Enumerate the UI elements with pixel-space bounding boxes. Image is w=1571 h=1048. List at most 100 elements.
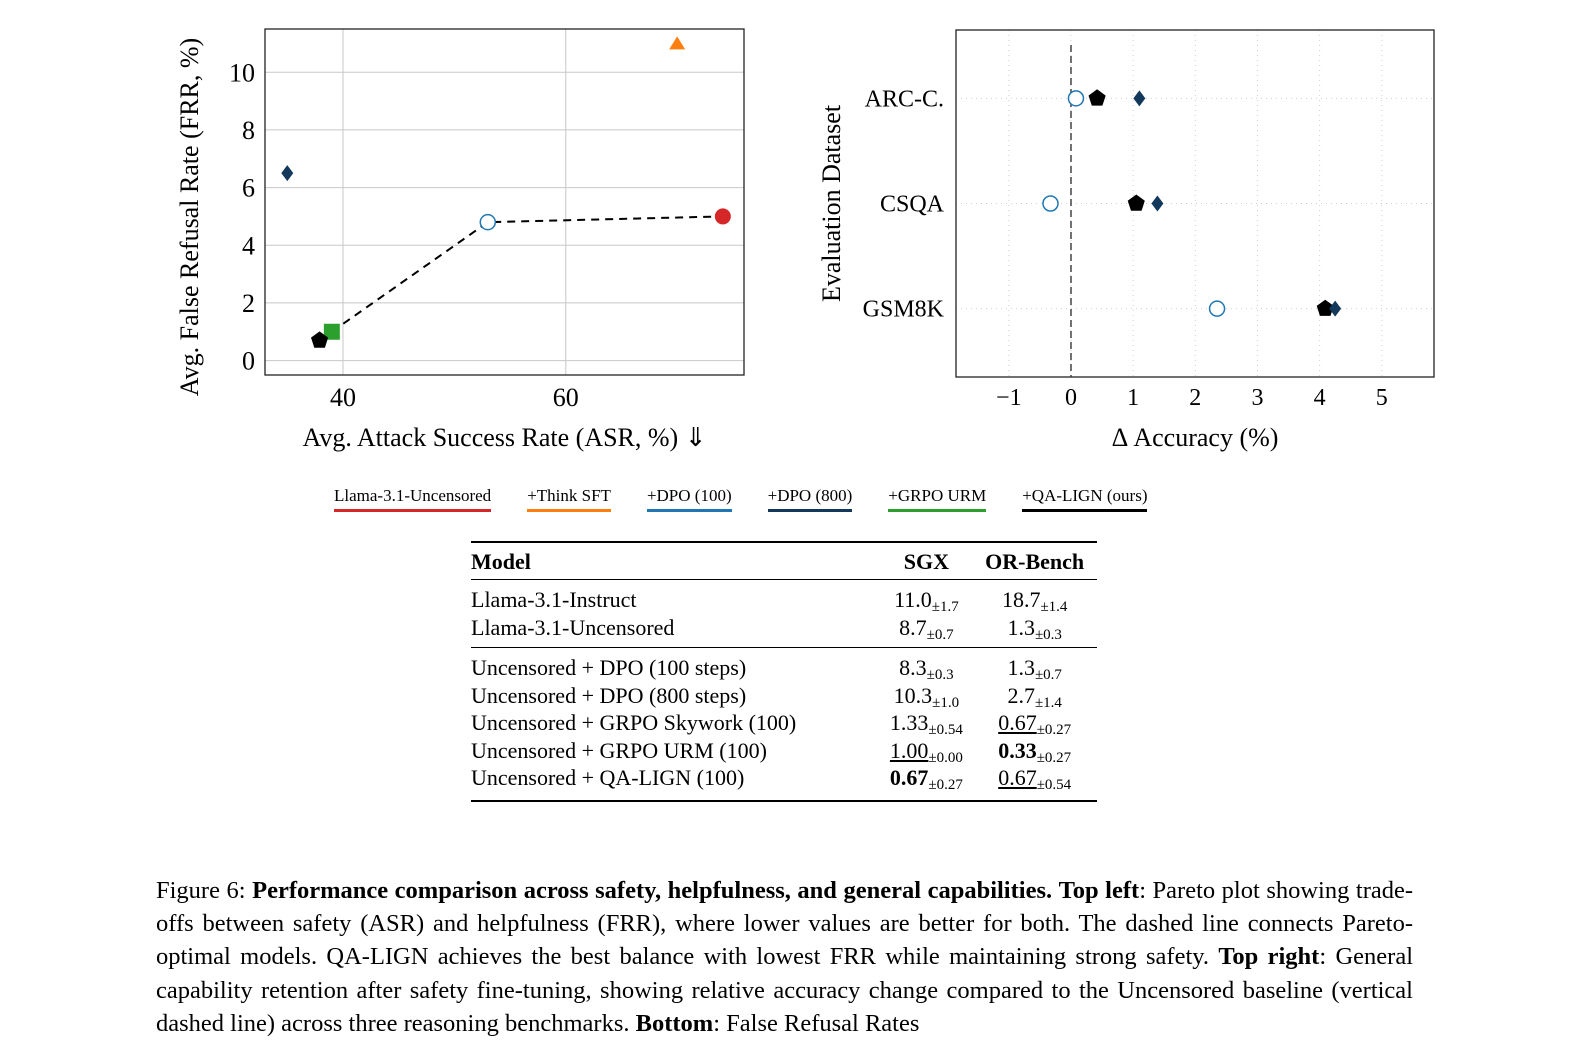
y-tick-label: CSQA — [880, 192, 945, 218]
std: ±0.27 — [1036, 749, 1072, 766]
data-point — [1042, 195, 1059, 212]
cell-sgx: 0.67±0.27 — [880, 764, 973, 802]
legend-item-qa-lign: +QA-LIGN (ours) — [1022, 486, 1148, 512]
x-axis-label: Avg. Attack Success Rate (ASR, %) ⇓ — [302, 423, 706, 452]
caption-title: Performance comparison across safety, he… — [252, 877, 1053, 904]
std: ±0.3 — [926, 667, 954, 683]
header-or-bench: OR-Bench — [972, 541, 1097, 580]
data-point — [1133, 90, 1146, 107]
cell-model: Uncensored + QA-LIGN (100) — [471, 764, 881, 802]
x-tick-label: 60 — [553, 383, 579, 412]
x-tick-label: 40 — [330, 383, 356, 412]
caption-heading: Top left — [1058, 877, 1140, 904]
plot-frame — [264, 28, 745, 376]
table-row: Uncensored + DPO (100 steps) 8.3±0.3 1.3… — [471, 647, 1097, 683]
value: 0.67 — [889, 765, 929, 790]
model-text: LIGN — [638, 765, 692, 790]
std: ±0.27 — [1036, 722, 1072, 738]
legend-text: LIGN — [1062, 486, 1103, 505]
figure-caption: Figure 6: Performance comparison across … — [156, 874, 1413, 1040]
cell-or-bench: 18.7±1.4 — [972, 580, 1097, 615]
y-tick-label: 0 — [242, 347, 255, 376]
x-tick-label: 2 — [1189, 385, 1201, 411]
cell-sgx: 1.00±0.00 — [880, 737, 972, 766]
plot-frame — [955, 29, 1435, 378]
std: ±0.7 — [1034, 667, 1062, 683]
cell-or-bench: 0.67±0.54 — [972, 764, 1097, 802]
data-point — [1329, 300, 1342, 317]
caption-text: : General capability retention after saf… — [156, 943, 1413, 1037]
std: ±0.54 — [928, 722, 963, 738]
y-tick-label: 10 — [229, 58, 255, 87]
data-point — [311, 331, 329, 348]
caption-text: LIGN — [369, 943, 429, 971]
std: ±0.00 — [928, 749, 963, 766]
std: ±0.3 — [1034, 626, 1062, 643]
table-row: Uncensored + GRPO URM (100) 1.00±0.00 0.… — [471, 737, 1097, 766]
legend-item-dpo-100: +DPO (100) — [646, 486, 732, 512]
y-tick-label: ARC-C. — [865, 86, 944, 112]
std: ±1.4 — [1034, 694, 1062, 711]
value: 1.00 — [889, 737, 929, 763]
y-tick-label: GSM8K — [863, 297, 945, 323]
data-point — [479, 213, 497, 231]
table-row: Uncensored + QA-LIGN (100) 0.67±0.27 0.6… — [471, 764, 1097, 802]
y-axis-label: Avg. False Refusal Rate (FRR, %) — [175, 38, 204, 396]
data-point — [1208, 300, 1226, 317]
legend-item-dpo-800: +DPO (800) — [767, 486, 853, 512]
x-tick-label: 5 — [1376, 385, 1388, 411]
x-tick-label: 1 — [1127, 385, 1139, 411]
caption-text: : False Refusal Rates — [713, 1009, 920, 1037]
y-axis-label: Evaluation Dataset — [817, 104, 846, 302]
data-point — [1127, 194, 1145, 211]
x-tick-label: 3 — [1251, 385, 1263, 411]
cell-sgx: 8.7±0.7 — [880, 614, 972, 648]
std: ±1.4 — [1040, 599, 1068, 615]
value: 0.67 — [998, 765, 1037, 790]
data-point — [281, 165, 294, 182]
data-point — [669, 36, 686, 50]
table-row: Llama-3.1-Uncensored 8.7±0.7 1.3±0.3 — [471, 614, 1097, 648]
std: ±1.7 — [931, 599, 959, 615]
cell-model: Llama-3.1-Instruct — [471, 580, 880, 614]
data-point — [1316, 299, 1334, 316]
caption-label: Figure 6: — [156, 877, 253, 904]
legend-text: (ours) — [1102, 486, 1148, 505]
caption-text: : Pareto plot showing trade-offs between… — [156, 877, 1414, 971]
x-tick-label: 0 — [1065, 385, 1077, 411]
cell-or-bench: 1.3±0.3 — [972, 614, 1097, 648]
value: 0.67 — [998, 710, 1037, 735]
cell-sgx: 1.33±0.54 — [880, 709, 972, 738]
value: 10.3 — [893, 682, 933, 708]
frr-table: Model SGX OR-Bench Llama-3.1-Instruct 11… — [471, 541, 1097, 802]
std: ±0.54 — [1036, 777, 1072, 793]
value: 1.3 — [1007, 655, 1035, 680]
value: 18.7 — [1001, 587, 1041, 612]
x-tick-label: −1 — [996, 385, 1022, 411]
model-text: Uncensored + DPO (100 steps) — [471, 655, 747, 680]
table-row: Uncensored + GRPO Skywork (100) 1.33±0.5… — [471, 709, 1097, 738]
cell-sgx: 10.3±1.0 — [880, 682, 972, 711]
data-point — [1067, 90, 1085, 107]
y-tick-label: 8 — [242, 116, 255, 145]
value: 1.3 — [1007, 614, 1035, 640]
cell-model: Uncensored + DPO (100 steps) — [471, 647, 881, 682]
std: ±0.27 — [928, 777, 963, 793]
legend-item-uncensored: Llama-3.1-Uncensored — [334, 486, 492, 512]
header-sgx: SGX — [880, 541, 973, 580]
y-tick-label: 6 — [242, 174, 255, 203]
value: 11.0 — [894, 587, 932, 612]
legend: Llama-3.1-Uncensored +Think SFT +DPO (10… — [334, 486, 1183, 512]
cell-model: Llama-3.1-Uncensored — [471, 614, 880, 648]
cell-or-bench: 0.33±0.27 — [972, 737, 1097, 766]
cell-or-bench: 2.7±1.4 — [972, 682, 1097, 711]
std: ±0.7 — [926, 626, 954, 643]
value: 8.7 — [899, 614, 927, 640]
data-point — [714, 208, 731, 225]
table-row: Uncensored + DPO (800 steps) 10.3±1.0 2.… — [471, 682, 1097, 711]
value: 1.33 — [889, 710, 929, 735]
cell-or-bench: 0.67±0.27 — [972, 709, 1097, 738]
data-point — [1088, 89, 1106, 106]
value: 2.7 — [1007, 682, 1035, 708]
cell-model: Uncensored + GRPO Skywork (100) — [471, 709, 880, 737]
